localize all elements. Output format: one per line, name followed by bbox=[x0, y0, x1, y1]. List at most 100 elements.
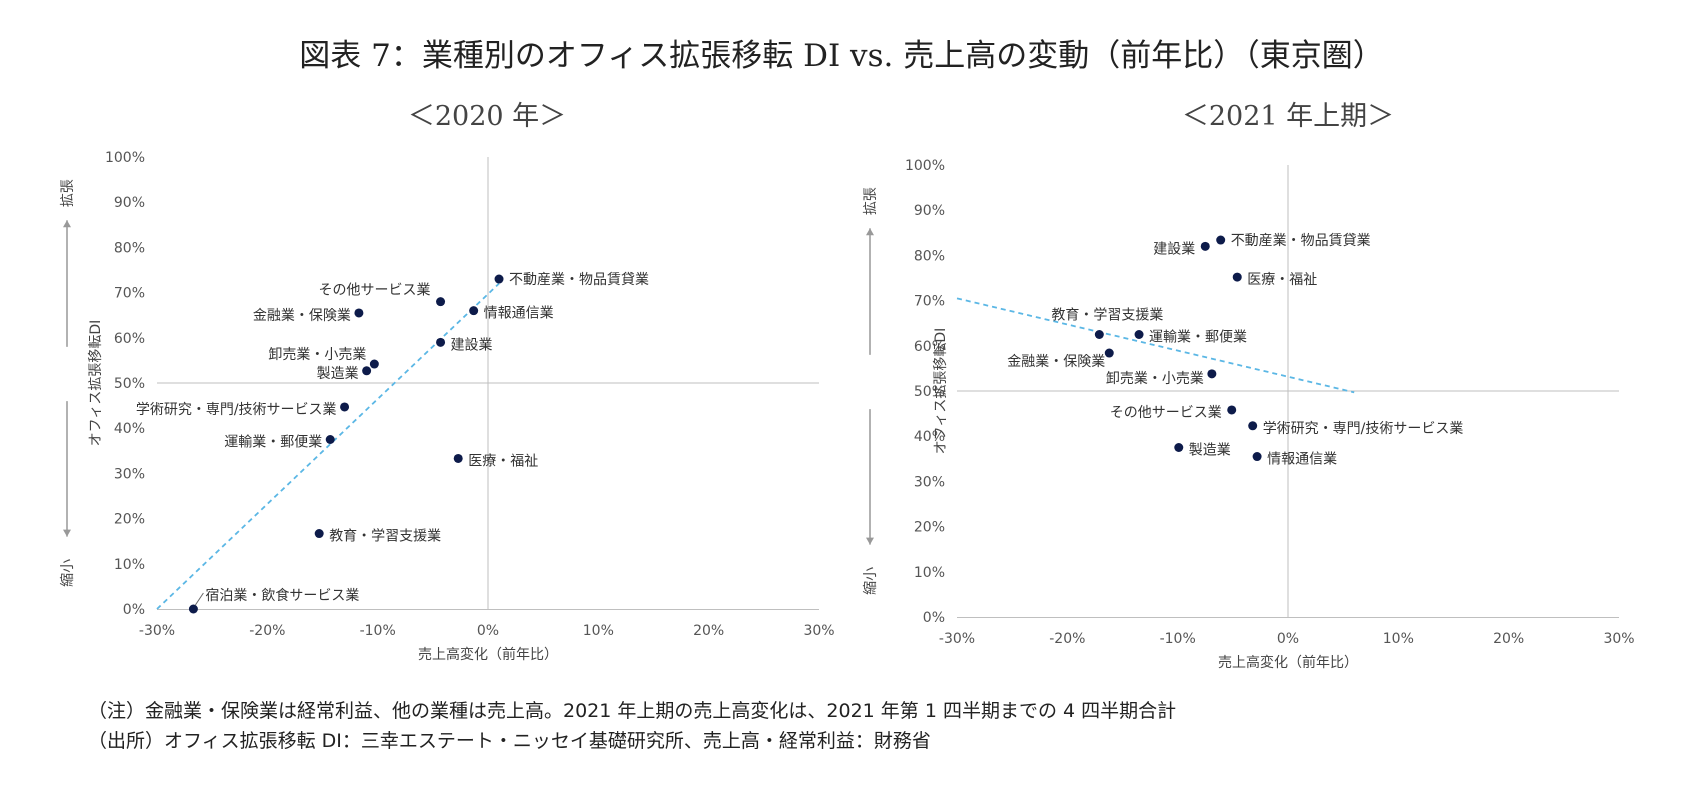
data-point-label: 製造業 bbox=[317, 366, 359, 382]
y-tick-label: 90% bbox=[914, 203, 945, 219]
data-point-label: 運輸業・郵便業 bbox=[1149, 330, 1247, 346]
x-tick-label: -20% bbox=[249, 623, 285, 639]
y-tick-label: 80% bbox=[914, 248, 945, 264]
data-point bbox=[1248, 421, 1258, 431]
data-point-label: 宿泊業・飲食サービス業 bbox=[205, 587, 359, 604]
x-tick-label: -30% bbox=[939, 631, 975, 647]
x-tick-label: 10% bbox=[1383, 631, 1414, 647]
chart-subtitle: ＜2020 年＞ bbox=[408, 101, 566, 132]
footnote-note: （注）金融業・保険業は経常利益、他の業種は売上高。2021 年上期の売上高変化は… bbox=[88, 700, 1177, 722]
chart-subtitle: ＜2021 年上期＞ bbox=[1182, 101, 1394, 132]
data-point bbox=[436, 297, 446, 307]
y-tick-label: 30% bbox=[914, 474, 945, 490]
data-point-label: 卸売業・小売業 bbox=[268, 347, 366, 363]
data-point bbox=[1232, 272, 1242, 282]
data-point-label: 不動産業・物品賃貸業 bbox=[509, 272, 649, 288]
y-tick-label: 0% bbox=[123, 602, 145, 618]
y-tick-label: 80% bbox=[114, 240, 145, 256]
y-tick-label: 100% bbox=[105, 150, 145, 166]
down-arrow-icon bbox=[63, 529, 71, 537]
x-tick-label: 0% bbox=[477, 623, 499, 639]
y-tick-label: 0% bbox=[923, 610, 945, 626]
y-tick-label: 50% bbox=[114, 376, 145, 392]
data-point-label: 金融業・保険業 bbox=[253, 308, 351, 324]
data-point bbox=[354, 308, 364, 318]
y-tick-label: 100% bbox=[905, 158, 945, 174]
data-point-label: 教育・学習支援業 bbox=[329, 529, 441, 545]
x-axis-title: 売上高変化（前年比） bbox=[418, 646, 558, 663]
y-axis-title: オフィス拡張移転DI bbox=[88, 320, 104, 447]
data-point bbox=[1207, 369, 1217, 379]
y-tick-label: 50% bbox=[914, 384, 945, 400]
charts-canvas: ＜2020 年＞ 0% 10% 20% 30% 40% 50% 60% 70% 80% 90% 100… bbox=[60, 101, 1635, 671]
data-point bbox=[1134, 330, 1144, 339]
scatter-chart-2: ＜2021 年上期＞ 0% 10% 20% 30% 40% 50% 60% 70% 80% 90% 1… bbox=[863, 101, 1635, 671]
x-tick-label: -10% bbox=[1160, 631, 1196, 647]
data-point-label: 医療・福祉 bbox=[1247, 271, 1317, 288]
y-tick-label: 60% bbox=[114, 331, 145, 347]
x-tick-label: 20% bbox=[1493, 631, 1524, 647]
expansion-label: 拡張 bbox=[60, 179, 76, 207]
data-point bbox=[1200, 241, 1210, 251]
data-point bbox=[325, 435, 335, 444]
data-point bbox=[453, 453, 463, 463]
data-point bbox=[369, 359, 379, 369]
data-point bbox=[1252, 452, 1262, 462]
data-point bbox=[436, 337, 446, 347]
data-point-label: 運輸業・郵便業 bbox=[224, 435, 322, 451]
data-point-label: 教育・学習支援業 bbox=[1051, 308, 1163, 324]
data-point-label: 医療・福祉 bbox=[468, 452, 538, 469]
y-tick-label: 40% bbox=[914, 429, 945, 445]
data-point bbox=[314, 529, 324, 539]
contraction-label: 縮小 bbox=[60, 559, 76, 587]
data-point-label: 金融業・保険業 bbox=[1007, 354, 1105, 370]
y-tick-label: 10% bbox=[914, 565, 945, 581]
data-point bbox=[1094, 330, 1104, 339]
x-tick-label: -20% bbox=[1049, 631, 1085, 647]
y-tick-label: 70% bbox=[114, 286, 145, 302]
expansion-label: 拡張 bbox=[863, 187, 879, 215]
up-arrow-icon bbox=[63, 220, 71, 228]
y-tick-label: 20% bbox=[114, 512, 145, 528]
data-point bbox=[494, 274, 504, 284]
data-point-label: 製造業 bbox=[1189, 443, 1231, 459]
up-arrow-icon bbox=[866, 228, 874, 236]
data-point-label: その他サービス業 bbox=[1110, 405, 1222, 421]
scatter-chart-1: ＜2020 年＞ 0% 10% 20% 30% 40% 50% 60% 70% 80% 90% 100… bbox=[60, 101, 835, 663]
data-point bbox=[188, 604, 198, 614]
footnote-source: （出所）オフィス拡張移転 DI：三幸エステート・ニッセイ基礎研究所、売上高・経常… bbox=[88, 730, 931, 752]
data-point-label: 建設業 bbox=[1153, 241, 1195, 257]
y-tick-label: 90% bbox=[114, 195, 145, 211]
figure-title: 図表 7：業種別のオフィス拡張移転 DI vs. 売上高の変動（前年比）（東京圏… bbox=[299, 38, 1384, 74]
data-point-label: 情報通信業 bbox=[484, 306, 554, 322]
data-point bbox=[1174, 443, 1184, 452]
y-tick-label: 40% bbox=[114, 421, 145, 437]
data-point bbox=[1104, 348, 1114, 358]
contraction-label: 縮小 bbox=[863, 567, 879, 595]
x-tick-label: 0% bbox=[1277, 631, 1299, 647]
data-point bbox=[1216, 235, 1226, 245]
y-tick-label: 70% bbox=[914, 294, 945, 310]
x-tick-label: -30% bbox=[139, 623, 175, 639]
trendline bbox=[156, 282, 500, 610]
data-point-label: その他サービス業 bbox=[319, 283, 431, 299]
data-point-label: 学術研究・専門/技術サービス業 bbox=[136, 402, 337, 418]
y-tick-label: 30% bbox=[114, 466, 145, 482]
x-tick-label: 10% bbox=[583, 623, 614, 639]
x-tick-label: 20% bbox=[693, 623, 724, 639]
data-point-label: 建設業 bbox=[451, 337, 493, 353]
y-tick-label: 60% bbox=[914, 339, 945, 355]
x-tick-label: -10% bbox=[360, 623, 396, 639]
data-point bbox=[362, 366, 372, 376]
data-point-label: 学術研究・専門/技術サービス業 bbox=[1263, 421, 1464, 437]
x-tick-label: 30% bbox=[803, 623, 834, 639]
data-point bbox=[1227, 405, 1237, 415]
data-point bbox=[340, 402, 350, 412]
y-axis-title: オフィス拡張移転DI bbox=[933, 328, 949, 455]
point-label-leader bbox=[194, 592, 204, 606]
x-axis-title: 売上高変化（前年比） bbox=[1218, 654, 1358, 671]
y-tick-label: 20% bbox=[914, 520, 945, 536]
y-tick-label: 10% bbox=[114, 557, 145, 573]
data-point-label: 卸売業・小売業 bbox=[1106, 371, 1204, 387]
down-arrow-icon bbox=[866, 537, 874, 545]
